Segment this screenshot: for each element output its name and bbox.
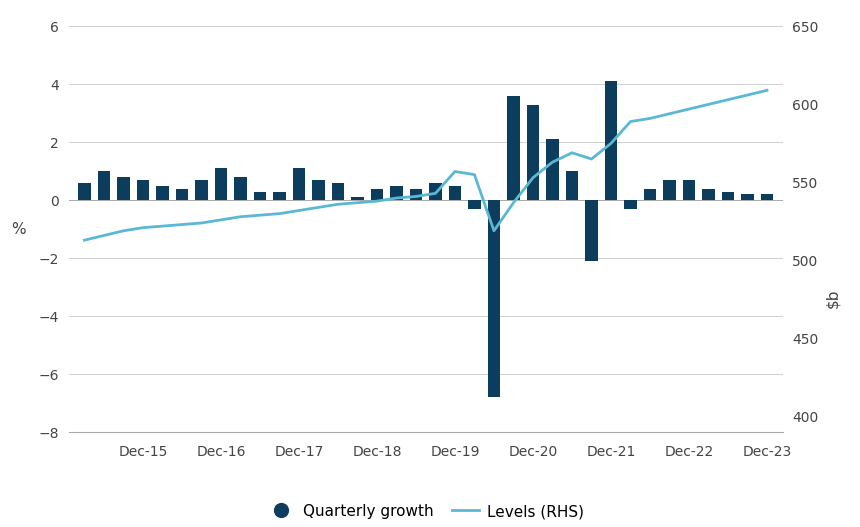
Bar: [722, 192, 734, 200]
Bar: [409, 189, 422, 200]
Bar: [273, 192, 286, 200]
Bar: [605, 82, 617, 200]
Legend: Quarterly growth, Levels (RHS): Quarterly growth, Levels (RHS): [260, 496, 592, 527]
Bar: [97, 171, 110, 200]
Text: $b: $b: [825, 288, 840, 308]
Bar: [215, 169, 227, 200]
Bar: [195, 180, 208, 200]
Bar: [468, 200, 481, 209]
Bar: [78, 183, 91, 200]
Bar: [351, 198, 364, 200]
Bar: [663, 180, 676, 200]
Bar: [429, 183, 442, 200]
Bar: [156, 186, 169, 200]
Bar: [137, 180, 150, 200]
Bar: [332, 183, 344, 200]
Bar: [702, 189, 715, 200]
Bar: [292, 169, 305, 200]
Bar: [234, 177, 247, 200]
Bar: [526, 104, 539, 200]
Bar: [683, 180, 696, 200]
Text: %: %: [11, 222, 26, 237]
Bar: [546, 140, 559, 200]
Bar: [254, 192, 267, 200]
Bar: [741, 194, 754, 200]
Bar: [312, 180, 325, 200]
Bar: [760, 194, 773, 200]
Bar: [566, 171, 578, 200]
Bar: [371, 189, 384, 200]
Bar: [643, 189, 656, 200]
Bar: [117, 177, 130, 200]
Bar: [488, 200, 501, 397]
Bar: [449, 186, 461, 200]
Bar: [507, 96, 519, 200]
Bar: [390, 186, 402, 200]
Bar: [585, 200, 598, 261]
Bar: [175, 189, 188, 200]
Bar: [624, 200, 636, 209]
